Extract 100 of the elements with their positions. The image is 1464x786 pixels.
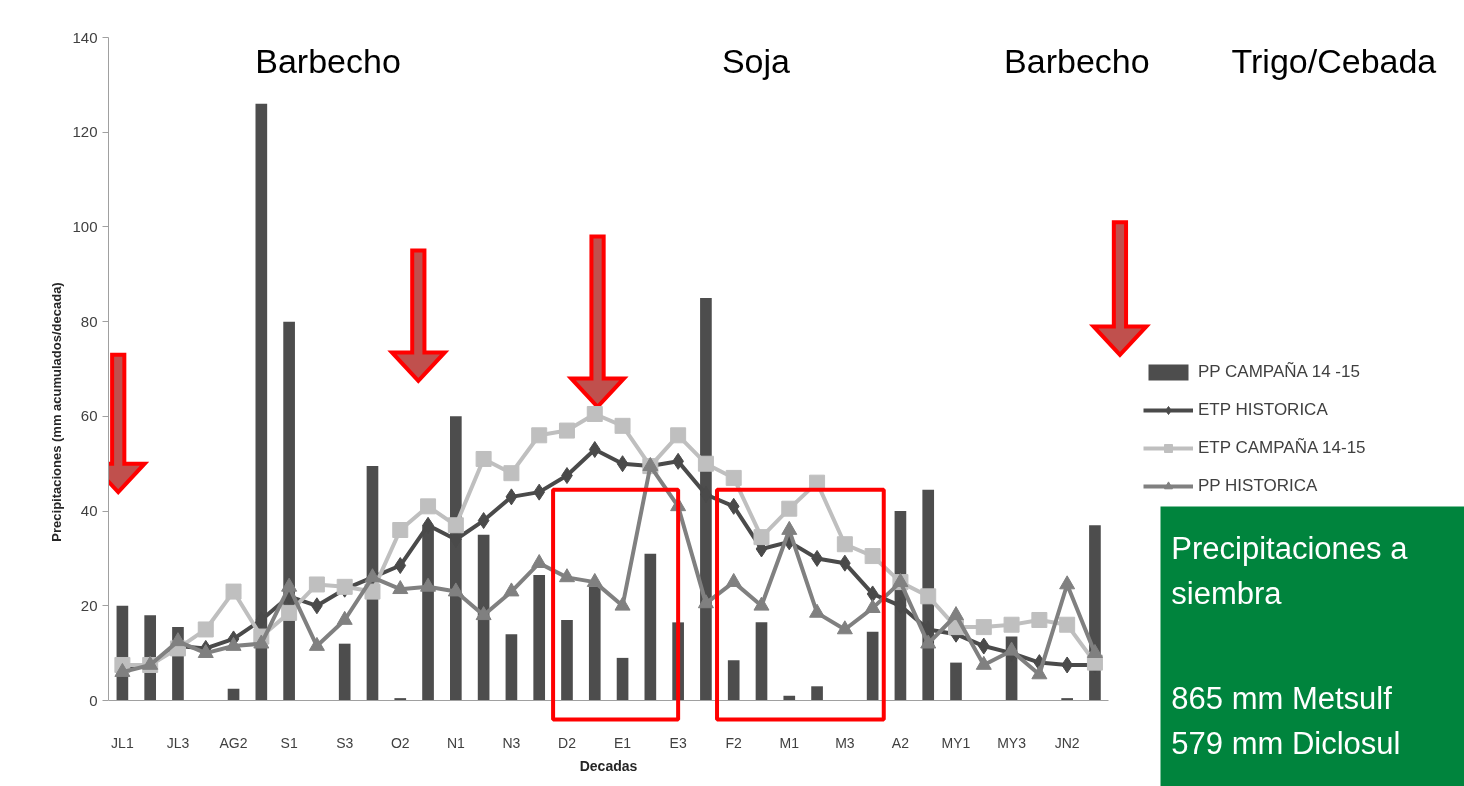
bar [561, 619, 573, 701]
point [420, 577, 437, 592]
point [308, 576, 325, 593]
x-tick-label: S3 [336, 734, 354, 751]
text: Precipitaciones a [1171, 530, 1409, 566]
x-tick-label: N3 [502, 734, 521, 751]
x-tick-label: A2 [891, 734, 910, 751]
point [169, 632, 186, 647]
point [586, 405, 603, 422]
point [531, 554, 548, 568]
x-tick-label: M1 [779, 734, 800, 751]
point [1031, 665, 1048, 680]
point [558, 422, 575, 439]
point [616, 455, 629, 473]
bar [616, 657, 629, 701]
point [781, 500, 798, 517]
point [281, 604, 298, 621]
point [225, 636, 242, 651]
x-tick-label: JL3 [166, 734, 190, 751]
point [588, 441, 601, 459]
point [697, 594, 714, 609]
point [1003, 641, 1020, 656]
bar [338, 643, 351, 701]
annotation: Barbecho [1004, 42, 1150, 81]
point [866, 585, 879, 603]
point [558, 568, 575, 583]
x-axis-title: Decadas [579, 757, 638, 774]
point [447, 517, 464, 534]
point [975, 619, 992, 636]
point [948, 606, 964, 621]
y-tick-label: 40 [80, 502, 98, 520]
point [864, 598, 881, 613]
point [836, 620, 853, 635]
bar [533, 575, 546, 701]
y-tick-label: 140 [72, 28, 98, 46]
x-tick-label: MY3 [997, 734, 1027, 751]
y-tick-label: 80 [80, 312, 98, 330]
x-tick-label: O2 [390, 734, 410, 751]
y-tick-label: 100 [72, 217, 98, 235]
bar [866, 631, 879, 701]
point [394, 557, 407, 575]
point [725, 572, 742, 587]
y-axis-title: Precipitaciones (mm acumulados/decada) [49, 282, 65, 542]
point [420, 498, 437, 515]
point [975, 655, 992, 670]
x-tick-label: N1 [446, 734, 465, 751]
point [753, 596, 770, 611]
point [225, 583, 242, 600]
bar [505, 634, 518, 701]
legend-label: ETP HISTORICA [1198, 400, 1328, 420]
point [753, 529, 770, 546]
point [725, 469, 742, 486]
legend-label: PP HISTORICA [1198, 476, 1318, 496]
annotation: Barbecho [255, 42, 401, 81]
point [614, 417, 631, 434]
point [308, 636, 325, 651]
legend-label: ETP CAMPAÑA 14-15 [1198, 438, 1366, 458]
point [920, 588, 937, 605]
point [1059, 616, 1076, 633]
x-tick-label: M3 [835, 734, 855, 751]
annotation: Soja [721, 42, 791, 81]
bar [588, 586, 601, 701]
bar [644, 553, 657, 701]
text: 865 mm Metsulf [1171, 680, 1393, 716]
point [836, 536, 853, 553]
y-tick-label: 120 [72, 123, 98, 141]
point [475, 450, 492, 467]
point [892, 572, 909, 587]
point [1031, 611, 1048, 628]
point [1086, 643, 1103, 658]
bar [811, 686, 823, 701]
bar [950, 662, 962, 701]
x-tick-label: D2 [558, 734, 577, 751]
point [531, 427, 548, 444]
point [697, 455, 714, 472]
y-tick-label: 20 [80, 596, 98, 614]
point [503, 465, 520, 482]
point [614, 596, 631, 611]
point [920, 634, 937, 649]
point [727, 497, 740, 515]
point [447, 582, 464, 597]
x-tick-label: AG2 [219, 734, 248, 751]
point [809, 603, 826, 618]
point [977, 637, 990, 655]
point [586, 572, 603, 587]
x-tick-label: S1 [280, 734, 298, 751]
bar [755, 622, 768, 701]
point [670, 427, 687, 444]
point [197, 643, 214, 658]
point [533, 483, 546, 501]
x-tick-label: E3 [669, 734, 687, 751]
x-tick-label: JN2 [1054, 734, 1080, 751]
point [1003, 616, 1020, 633]
x-tick-label: JL1 [111, 734, 134, 751]
x-tick-label: MY1 [941, 734, 971, 751]
point [503, 582, 520, 597]
point [197, 621, 214, 638]
point [1059, 575, 1076, 590]
bar [727, 660, 740, 701]
y-tick-label: 60 [80, 407, 98, 425]
